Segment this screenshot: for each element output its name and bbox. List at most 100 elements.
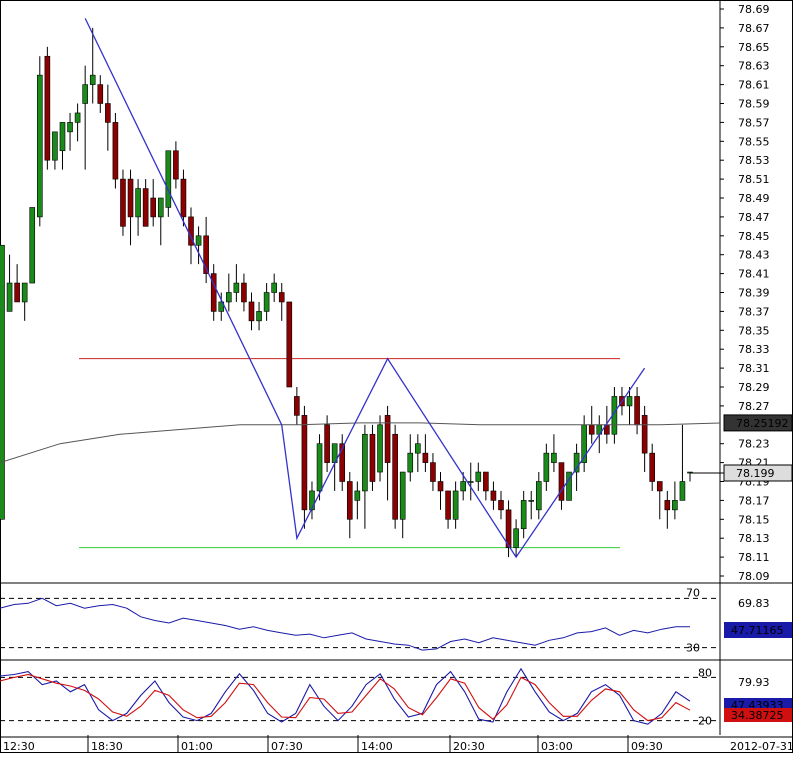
candle-body — [286, 301, 293, 388]
candle-body — [157, 197, 164, 218]
x-tick-label: 03:00 — [541, 740, 573, 753]
candle-body — [248, 301, 255, 322]
candle-body — [67, 122, 73, 133]
y-tick-label: 78.33 — [738, 343, 770, 356]
y-tick-label: 78.17 — [738, 494, 770, 507]
candle-body — [316, 443, 323, 492]
candle-body — [467, 481, 474, 483]
zigzag-pattern-line — [84, 18, 646, 559]
y-tick-label: 78.69 — [738, 3, 770, 16]
candle-body — [452, 490, 459, 520]
candle-body — [29, 207, 36, 284]
indicator-value-text: 47.71165 — [731, 624, 784, 637]
y-tick-label: 78.11 — [738, 551, 770, 564]
y-tick-label: 78.23 — [738, 438, 770, 451]
candle-body — [369, 433, 376, 482]
y-tick-label: 78.53 — [738, 154, 770, 167]
y-tick-label: 78.59 — [738, 98, 770, 111]
candle-body — [679, 481, 686, 501]
candle-body — [203, 235, 209, 274]
indicator-scale-label: 69.83 — [738, 597, 770, 610]
y-tick-label: 78.41 — [738, 268, 770, 281]
candle-body — [483, 471, 489, 492]
candle-body — [399, 471, 406, 520]
candle-body — [324, 424, 330, 463]
price-label-text: 78.199 — [736, 467, 775, 480]
candle-body — [649, 452, 655, 482]
candle-body — [44, 55, 51, 161]
candle-body — [6, 282, 13, 312]
x-tick-label: 18:30 — [91, 740, 123, 753]
candle-body — [0, 244, 5, 520]
y-tick-label: 78.43 — [738, 249, 770, 262]
candle-body — [165, 150, 172, 208]
indicator-level-label: 30 — [686, 642, 700, 655]
indicator-level-label: 80 — [698, 666, 712, 679]
candle-body — [135, 188, 141, 218]
candle-body — [142, 188, 149, 227]
y-tick-label: 78.57 — [738, 116, 770, 129]
candle-body — [74, 112, 81, 123]
candle-body — [256, 311, 262, 322]
candle-body — [626, 396, 633, 407]
candle-body — [59, 122, 66, 152]
y-tick-label: 78.39 — [738, 287, 770, 300]
y-tick-label: 78.29 — [738, 381, 770, 394]
indicator-2-line-main — [0, 667, 691, 725]
candle-body — [105, 103, 111, 123]
candle-body — [551, 452, 557, 463]
candle-body — [392, 433, 398, 520]
y-tick-label: 78.27 — [738, 400, 770, 413]
candle-body — [528, 500, 535, 502]
candle-body — [263, 292, 270, 312]
candle-body — [573, 452, 580, 473]
candle-body — [278, 292, 285, 303]
candle-body — [656, 481, 663, 492]
candle-body — [346, 481, 353, 520]
candle-body — [301, 415, 308, 511]
indicator-2-line-signal — [0, 673, 691, 722]
x-tick-label: 01:00 — [181, 740, 213, 753]
y-tick-label: 78.51 — [738, 173, 770, 186]
x-axis-date-label: 2012-07-31 — [730, 740, 793, 753]
candle-body — [180, 178, 187, 218]
y-tick-label: 78.55 — [738, 135, 770, 148]
y-tick-label: 78.65 — [738, 41, 770, 54]
price-label-box — [723, 414, 793, 432]
candle-body — [513, 528, 519, 548]
candle-body — [422, 452, 429, 463]
candle-body — [475, 471, 482, 482]
candle-body — [430, 462, 436, 482]
y-tick-label: 78.31 — [738, 362, 770, 375]
candle-body — [437, 481, 444, 492]
candle-body — [233, 282, 240, 293]
candle-body — [195, 235, 202, 246]
candle-body — [384, 415, 391, 463]
candle-body — [415, 443, 421, 454]
candle-body — [588, 424, 595, 435]
candle-body — [241, 282, 247, 303]
indicator-value-box — [724, 708, 792, 722]
indicator-value-text: 34.38725 — [731, 709, 784, 722]
candle-body — [498, 500, 504, 511]
candle-body — [354, 490, 361, 501]
candle-body — [490, 490, 497, 501]
candle-body — [520, 500, 527, 530]
indicator-level-label: 20 — [698, 715, 712, 728]
y-tick-label: 78.61 — [738, 79, 770, 92]
y-tick-label: 78.35 — [738, 324, 770, 337]
candle-body — [377, 424, 383, 473]
candle-body — [460, 481, 466, 492]
price-label-text: 78.25192 — [736, 417, 789, 430]
y-tick-label: 78.67 — [738, 22, 770, 35]
y-tick-label: 78.45 — [738, 230, 770, 243]
candle-body — [37, 74, 43, 218]
candle-body — [309, 490, 315, 511]
candle-body — [362, 433, 368, 492]
indicator-value-box — [724, 622, 792, 638]
x-tick-label: 07:30 — [271, 740, 303, 753]
candle-body — [52, 131, 58, 161]
candle-body — [226, 292, 232, 303]
